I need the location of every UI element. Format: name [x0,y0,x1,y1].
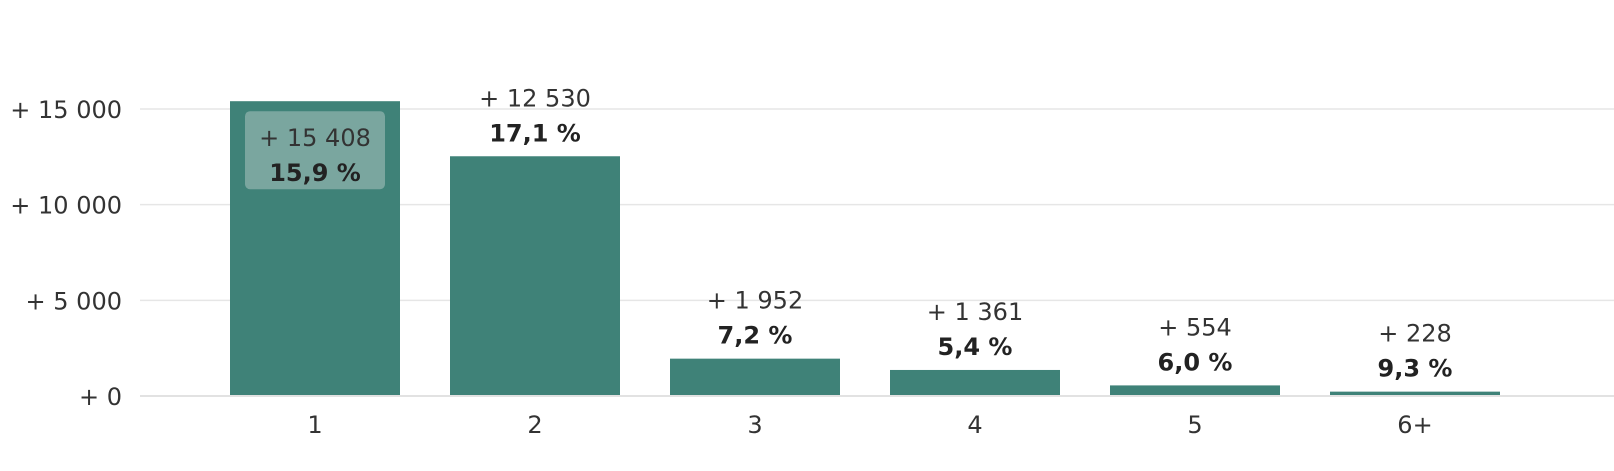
value-label-2: + 1 952 [707,287,803,315]
x-tick-label-1: 2 [527,411,542,439]
x-tick-label-4: 5 [1187,411,1202,439]
value-label-4: + 554 [1158,313,1232,341]
percent-label-1: 17,1 % [489,119,581,147]
percent-label-2: 7,2 % [718,322,793,350]
highlight-label-box [245,111,385,190]
y-axis-tick-labels: + 0 + 5 000 + 10 000 + 15 000 [10,96,122,411]
x-tick-label-0: 1 [307,411,322,439]
y-tick-label-2: + 10 000 [10,192,122,220]
data-labels: + 15 408 15,9 % + 12 530 17,1 % + 1 952 7,2 %… [245,84,1453,383]
bar-6+ [1330,391,1500,396]
percent-label-4: 6,0 % [1158,348,1233,376]
value-label-1: + 12 530 [479,84,591,112]
bar-2 [450,156,620,396]
value-label-3: + 1 361 [927,298,1023,326]
x-tick-label-3: 4 [967,411,982,439]
percent-label-3: 5,4 % [938,333,1013,361]
value-label-0: + 15 408 [259,124,371,152]
x-tick-label-5: 6+ [1397,411,1432,439]
bar-5 [1110,385,1280,396]
percent-label-5: 9,3 % [1378,355,1453,383]
bars [230,101,1500,396]
y-tick-label-1: + 5 000 [26,287,122,315]
y-tick-label-3: + 15 000 [10,96,122,124]
x-tick-label-2: 3 [747,411,762,439]
y-tick-label-0: + 0 [79,383,122,411]
x-axis-tick-labels: 1 2 3 4 5 6+ [307,411,1432,439]
percent-label-0: 15,9 % [269,159,361,187]
value-label-5: + 228 [1378,320,1452,348]
bar-4 [890,369,1060,396]
bar-3 [670,358,840,396]
